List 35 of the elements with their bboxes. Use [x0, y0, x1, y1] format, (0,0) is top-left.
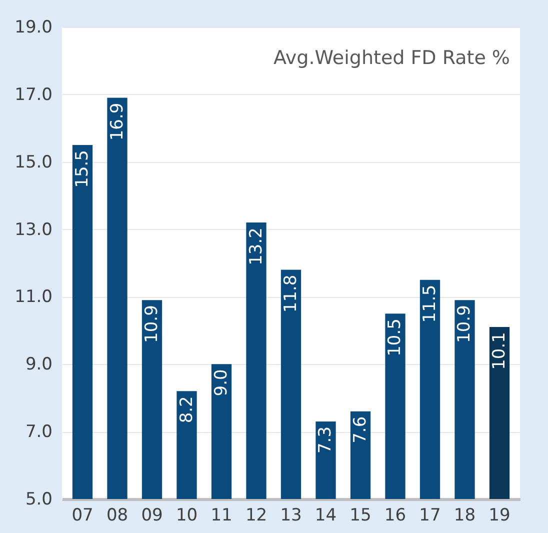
data-label: 8.2 — [176, 396, 197, 424]
x-tick-label: 07 — [72, 506, 94, 526]
x-tick-label: 13 — [280, 506, 302, 526]
data-label: 10.9 — [454, 305, 475, 343]
data-label: 11.5 — [420, 284, 440, 323]
x-tick-label: 16 — [384, 506, 406, 526]
data-label: 11.8 — [281, 274, 301, 313]
y-tick-label: 17.0 — [14, 84, 52, 105]
data-label: 10.9 — [142, 305, 162, 343]
y-tick-label: 13.0 — [14, 220, 52, 240]
y-tick-label: 19.0 — [14, 18, 52, 38]
data-label: 13.2 — [246, 228, 266, 266]
y-tick-label: 15.0 — [14, 152, 52, 172]
x-tick-label: 14 — [314, 506, 337, 526]
x-tick-label: 18 — [454, 506, 476, 526]
data-label: 7.6 — [350, 416, 370, 444]
y-tick-label: 11.0 — [14, 287, 52, 308]
x-tick-label: 11 — [210, 506, 232, 526]
data-label: 10.5 — [385, 318, 406, 356]
x-tick-label: 17 — [419, 506, 441, 526]
data-label: 10.1 — [490, 332, 510, 370]
x-tick-label: 15 — [350, 506, 372, 526]
text: Avg.Weighted FD Rate % — [274, 47, 510, 69]
y-tick-label: 5.0 — [25, 490, 52, 510]
y-tick-label: 7.0 — [25, 422, 52, 442]
data-label: 7.3 — [316, 426, 336, 454]
x-tick-label: 12 — [245, 506, 268, 526]
data-label: 15.5 — [72, 150, 92, 188]
x-tick-label: 09 — [141, 506, 163, 526]
data-label: 9.0 — [212, 369, 232, 396]
y-tick-label: 9.0 — [25, 354, 52, 375]
x-tick-label: 10 — [176, 506, 198, 526]
data-label: 16.9 — [107, 102, 128, 141]
x-tick-label: 19 — [488, 506, 510, 526]
x-tick-label: 08 — [106, 506, 128, 526]
